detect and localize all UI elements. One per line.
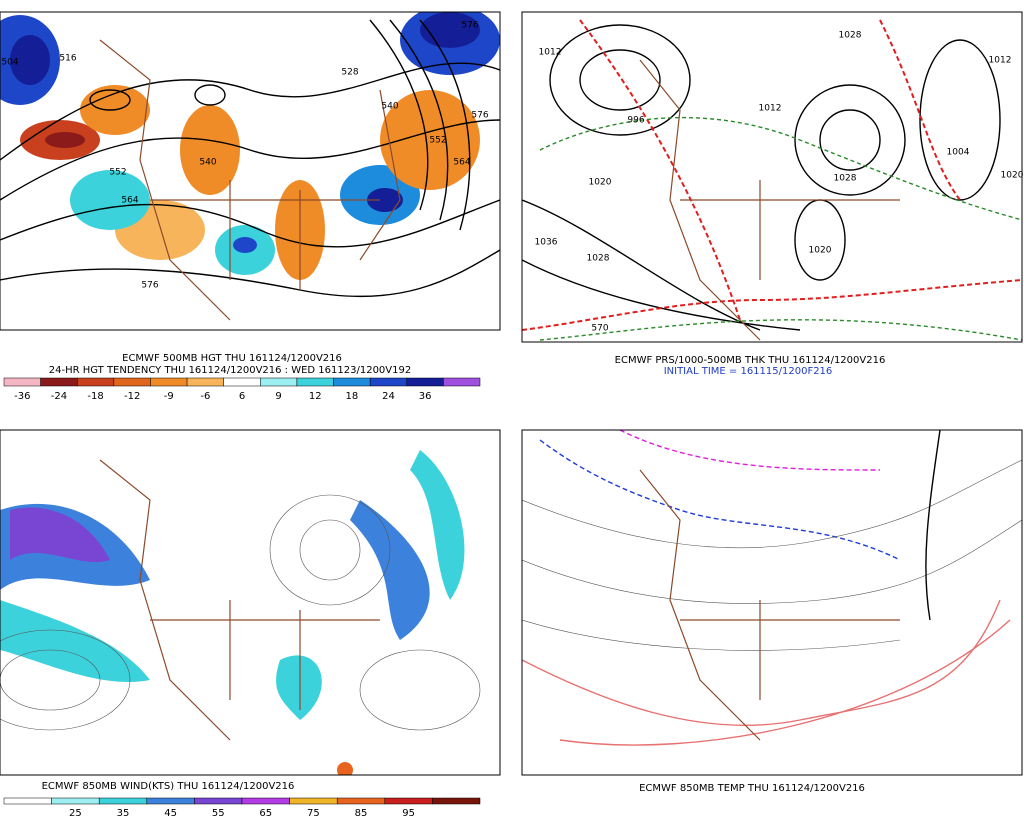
contour-label: 1012 [539, 48, 562, 58]
map-500mb [0, 12, 500, 321]
colorbar-swatch [76, 377, 115, 387]
contour-label: 576 [461, 21, 478, 31]
contour-label: 516 [59, 54, 76, 64]
colorbar-swatch [369, 377, 408, 387]
colorbar-swatch [289, 797, 338, 805]
map-frame [0, 11, 501, 331]
colorbar-swatch [186, 377, 224, 387]
colorbar-swatch [296, 377, 334, 387]
colorbar-swatch [3, 797, 52, 805]
contour-label: 564 [453, 158, 470, 168]
caption: 24-HR HGT TENDENCY THU 161124/1200V216 :… [49, 365, 411, 376]
caption: ECMWF PRS/1000-500MB THK THU 161124/1200… [615, 355, 886, 366]
contour-label: 1004 [947, 148, 970, 158]
colorbar-tick-label: 18 [345, 391, 358, 402]
map-frame [0, 429, 501, 776]
caption: ECMWF 500MB HGT THU 161124/1200V216 [122, 353, 342, 364]
colorbar-tick-label: 75 [307, 808, 320, 819]
colorbar-tick-label: 55 [212, 808, 225, 819]
colorbar-swatch [333, 377, 371, 387]
contour-label: 540 [199, 158, 216, 168]
colorbar-tick-label: 36 [419, 391, 432, 402]
colorbar-tick-label: 35 [117, 808, 130, 819]
colorbar-tick-label: 85 [355, 808, 368, 819]
colorbar-tick-label: 9 [275, 391, 281, 402]
map-frame [521, 429, 1023, 776]
map-frame [521, 11, 1023, 343]
contour-label: 1028 [839, 31, 862, 41]
caption: ECMWF 850MB TEMP THU 161124/1200V216 [639, 783, 865, 794]
colorbar-tick-label: -6 [200, 391, 210, 402]
contour-label: 564 [121, 196, 138, 206]
colorbar-tick-label: -12 [124, 391, 140, 402]
colorbar-swatch [260, 377, 298, 387]
contour-label: 1020 [809, 246, 832, 256]
colorbar-swatch [146, 797, 195, 805]
contour-label: 1036 [535, 238, 558, 248]
caption: INITIAL TIME = 161115/1200F216 [664, 366, 833, 377]
map-850mb-temp [522, 430, 1022, 746]
colorbar-tick-label: 12 [309, 391, 322, 402]
contour-label: 1012 [989, 56, 1012, 66]
colorbar-tick-label: 45 [164, 808, 177, 819]
colorbar-swatch [3, 377, 41, 387]
colorbar-tick-label: -36 [14, 391, 30, 402]
contour-label: 528 [341, 68, 358, 78]
colorbar-swatch [40, 377, 78, 387]
contour-label: 576 [471, 111, 488, 121]
colorbar-swatch [113, 377, 151, 387]
colorbar-tick-label: 65 [259, 808, 272, 819]
colorbar-swatch [443, 377, 481, 387]
colorbar-tick-label: -24 [51, 391, 67, 402]
colorbar-swatch [406, 377, 444, 387]
colorbar-swatch [98, 797, 148, 805]
map-850mb-wind [0, 450, 481, 775]
colorbar-swatch [241, 797, 290, 805]
colorbar-tick-label: 6 [239, 391, 245, 402]
contour-label: 576 [141, 281, 158, 291]
colorbar-swatch [150, 377, 188, 387]
colorbar-swatch [194, 797, 243, 805]
colorbar-tick-label: -9 [164, 391, 174, 402]
map-pressure [522, 19, 1022, 341]
colorbar-tick-label: 95 [402, 808, 415, 819]
contour-label: 504 [1, 58, 18, 68]
colorbar-tick-label: 24 [382, 391, 395, 402]
contour-label: 996 [627, 116, 644, 126]
colorbar-swatch [223, 377, 261, 387]
caption: ECMWF 850MB WIND(KTS) THU 161124/1200V21… [42, 781, 295, 792]
contour-label: 570 [591, 324, 608, 334]
contour-label: 552 [429, 136, 446, 146]
colorbar-swatch [432, 797, 481, 805]
contour-label: 1020 [1001, 171, 1024, 181]
contour-label: 552 [109, 168, 126, 178]
contour-label: 540 [381, 102, 398, 112]
contour-label: 1020 [589, 178, 612, 188]
colorbar-tick-label: -18 [87, 391, 103, 402]
contour-label: 1028 [834, 174, 857, 184]
colorbar-swatch [51, 797, 100, 805]
colorbar-tick-label: 25 [69, 808, 82, 819]
contour-label: 1012 [759, 104, 782, 114]
contour-label: 1028 [587, 254, 610, 264]
colorbar-swatch [384, 797, 433, 805]
colorbar-swatch [336, 797, 386, 805]
